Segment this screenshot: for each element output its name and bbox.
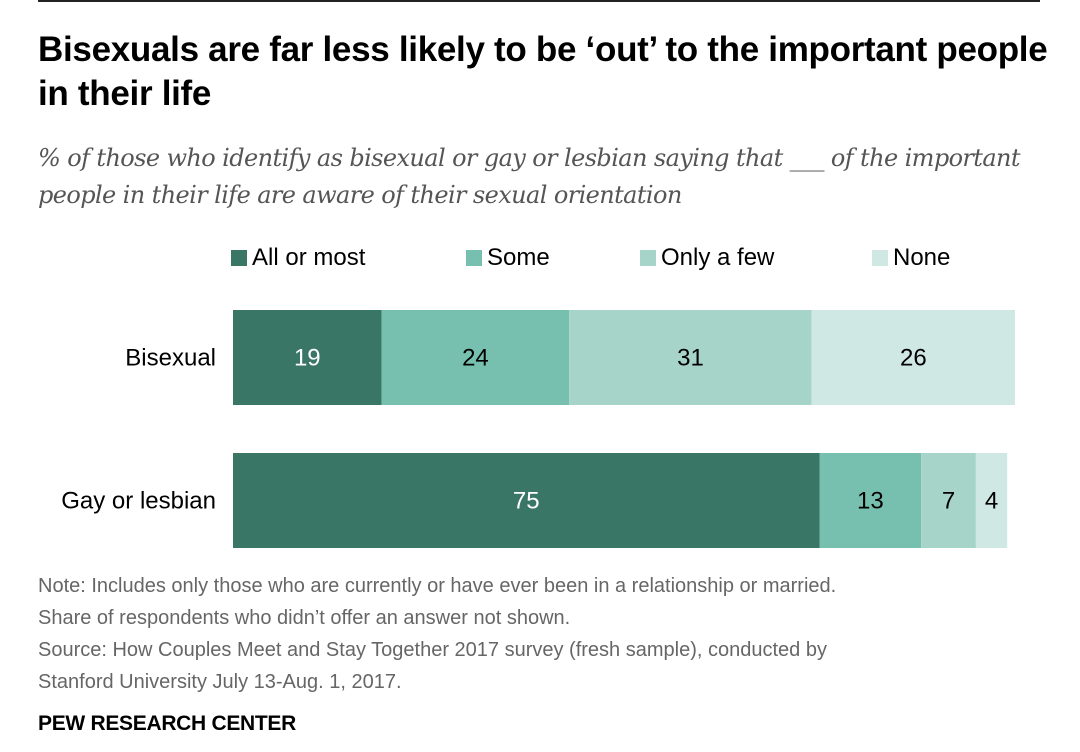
chart-subtitle: % of those who identify as bisexual or g…: [38, 144, 1021, 209]
data-label: 13: [857, 488, 884, 515]
legend-item-some: Some: [466, 244, 550, 272]
legend-item-none: None: [872, 244, 950, 272]
note-line: Share of respondents who didn’t offer an…: [38, 607, 571, 629]
data-label: 31: [677, 345, 704, 372]
bar-segment: [381, 310, 570, 405]
legend-label: None: [893, 244, 951, 271]
top-rule: [38, 0, 1040, 2]
data-label: 4: [985, 488, 998, 515]
legend-label: All or most: [252, 244, 366, 271]
data-label: 7: [942, 488, 955, 515]
bar-segment: [811, 310, 1015, 405]
bar-segment: [975, 453, 1008, 548]
legend-label: Some: [487, 244, 550, 271]
legend-swatch: [231, 250, 247, 266]
chart-title: Bisexuals are far less likely to be ‘out…: [38, 30, 1048, 113]
data-label: 26: [900, 345, 927, 372]
legend-swatch: [640, 250, 656, 266]
legend-swatch: [872, 250, 888, 266]
brand-logo-text: PEW RESEARCH CENTER: [38, 712, 296, 735]
legend-swatch: [466, 250, 482, 266]
legend-item-all-or-most: All or most: [231, 244, 365, 272]
notes-block: Note: Includes only those who are curren…: [38, 570, 1058, 698]
note-line: Note: Includes only those who are curren…: [38, 575, 837, 597]
legend-item-only-a-few: Only a few: [640, 244, 774, 272]
data-label: 24: [462, 345, 489, 372]
source-line: Stanford University July 13-Aug. 1, 2017…: [38, 671, 402, 693]
category-label: Bisexual: [125, 345, 216, 372]
legend-label: Only a few: [661, 244, 775, 271]
bar-segment: [233, 453, 820, 548]
source-line: Source: How Couples Meet and Stay Togeth…: [38, 639, 827, 661]
bar-segment: [819, 453, 922, 548]
legend: All or most Some Only a few None: [0, 244, 1080, 274]
data-label: 75: [513, 488, 540, 515]
data-label: 19: [294, 345, 321, 372]
category-label: Gay or lesbian: [61, 488, 216, 515]
bar-segment: [233, 310, 382, 405]
bar-segment: [921, 453, 976, 548]
bar-segment: [569, 310, 812, 405]
